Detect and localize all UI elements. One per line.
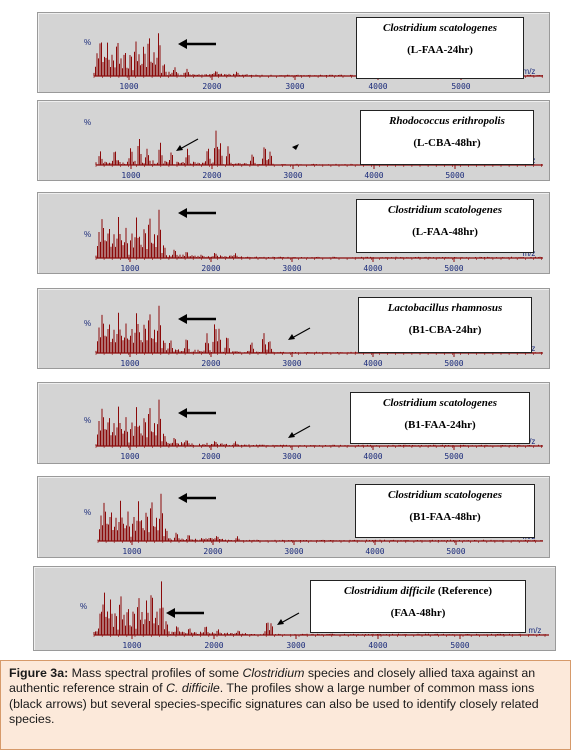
species-label-box-4: Lactobacillus rhamnosus (B1-CBA-24hr) — [358, 297, 532, 353]
tick-label: 4000 — [363, 452, 382, 461]
tick-label: 1000 — [120, 452, 139, 461]
arrow-icon — [178, 39, 187, 49]
tick-label: 1000 — [122, 641, 141, 650]
species-label-box-2: Rhodococcus erithropolis (L-CBA-48hr) — [360, 110, 534, 165]
species-name-5: Clostridium scatologenes — [383, 397, 497, 409]
percent-axis-label: % — [84, 38, 91, 47]
tick-label: 3000 — [282, 359, 301, 368]
tick-label: 3000 — [286, 641, 305, 650]
spectrum-panel-7: 1000 2000 3000 4000 5000% m/z Clostridium dif… — [33, 566, 556, 651]
tick-label: 5000 — [445, 171, 464, 180]
condition-label-7: (FAA-48hr) — [390, 607, 446, 619]
arrow-icon — [178, 493, 187, 503]
spectrum-plot-3: 1000 2000 3000 4000 5000% m/z — [84, 208, 543, 273]
tick-label: 2000 — [202, 82, 221, 91]
mz-axis-label: m/z — [523, 67, 536, 76]
species-name-3: Clostridium scatologenes — [388, 204, 502, 216]
species-name-7: Clostridium difficile (Reference) — [343, 585, 493, 597]
tick-label: 3000 — [285, 82, 304, 91]
mz-axis-label: m/z — [523, 249, 536, 258]
species-label-box-3: Clostridium scatologenes (L-FAA-48hr) — [356, 199, 534, 253]
tick-label: 5000 — [450, 641, 469, 650]
arrow-icon — [178, 408, 187, 418]
tick-label: 3000 — [284, 547, 303, 556]
species-name-2: Rhodococcus erithropolis — [389, 115, 505, 127]
tick-label: 5000 — [451, 82, 470, 91]
percent-axis-label: % — [80, 602, 87, 611]
caption-text-2: species and closely allied taxa against … — [9, 666, 536, 696]
condition-label-2: (L-CBA-48hr) — [413, 137, 481, 149]
tick-label: 4000 — [363, 359, 382, 368]
arrow-icon — [166, 608, 175, 618]
reference-tag: (Reference) — [435, 585, 493, 597]
tick-label: 1000 — [120, 264, 139, 273]
spectrum-panel-3: 1000 2000 3000 4000 5000% m/z Clostridium sca… — [37, 192, 550, 274]
tick-label: 2000 — [204, 641, 223, 650]
tick-label: 1000 — [119, 82, 138, 91]
tick-label: 1000 — [121, 171, 140, 180]
tick-label: 5000 — [446, 547, 465, 556]
species-name-1: Clostridium scatologenes — [383, 22, 497, 34]
tick-label: 4000 — [364, 171, 383, 180]
mz-axis-label: m/z — [529, 626, 542, 635]
figure-caption: Figure 3a: Mass spectral profiles of som… — [0, 660, 571, 750]
condition-label-4: (B1-CBA-24hr) — [408, 324, 482, 336]
caption-text-3: . The profiles show a large number of co… — [9, 681, 539, 727]
arrow-icon — [292, 144, 299, 150]
figure-label: Figure 3a: — [9, 666, 69, 680]
arrow-icon — [288, 432, 295, 438]
caption-italic-2: C. difficile — [166, 681, 220, 696]
tick-label: 2000 — [203, 547, 222, 556]
condition-label-1: (L-FAA-24hr) — [407, 44, 473, 56]
arrow-icon — [277, 619, 284, 625]
percent-axis-label: % — [84, 319, 91, 328]
arrow-icon — [288, 334, 295, 340]
tick-label: 3000 — [282, 452, 301, 461]
tick-label: 2000 — [201, 452, 220, 461]
tick-label: 2000 — [202, 171, 221, 180]
species-name-4: Lactobacillus rhamnosus — [387, 302, 503, 314]
tick-label: 1000 — [122, 547, 141, 556]
tick-label: 3000 — [282, 264, 301, 273]
species-label-box-7: Clostridium difficile (Reference) (FAA-4… — [310, 580, 526, 633]
caption-italic-1: Clostridium — [242, 666, 305, 680]
tick-label: 5000 — [444, 452, 463, 461]
arrow-icon — [176, 145, 183, 151]
caption-text-1: Mass spectral profiles of some — [68, 666, 243, 680]
percent-axis-label: % — [84, 508, 91, 517]
condition-label-6: (B1-FAA-48hr) — [409, 511, 481, 523]
species-label-box-6: Clostridium scatologenes (B1-FAA-48hr) — [355, 484, 535, 538]
species-name-6: Clostridium scatologenes — [388, 489, 502, 501]
arrow-icon — [178, 208, 187, 218]
tick-label: 2000 — [201, 359, 220, 368]
tick-label: 5000 — [444, 264, 463, 273]
tick-label: 4000 — [368, 641, 387, 650]
spectrum-panel-1: 1000 2000 3000 4000 5000% m/z Clostridium sca… — [37, 12, 550, 93]
arrow-icon — [178, 314, 187, 324]
condition-label-5: (B1-FAA-24hr) — [404, 419, 476, 431]
tick-label: 4000 — [368, 82, 387, 91]
condition-label-3: (L-FAA-48hr) — [412, 226, 478, 238]
species-label-box-5: Clostridium scatologenes (B1-FAA-24hr) — [350, 392, 530, 444]
tick-label: 3000 — [283, 171, 302, 180]
tick-label: 1000 — [120, 359, 139, 368]
tick-label: 4000 — [363, 264, 382, 273]
tick-label: 2000 — [201, 264, 220, 273]
tick-label: 4000 — [365, 547, 384, 556]
tick-label: 5000 — [444, 359, 463, 368]
species-label-box-1: Clostridium scatologenes (L-FAA-24hr) — [356, 17, 524, 79]
percent-axis-label: % — [84, 118, 91, 127]
percent-axis-label: % — [84, 416, 91, 425]
percent-axis-label: % — [84, 230, 91, 239]
spectrum-plot-7: 1000 2000 3000 4000 5000% m/z — [80, 581, 549, 650]
